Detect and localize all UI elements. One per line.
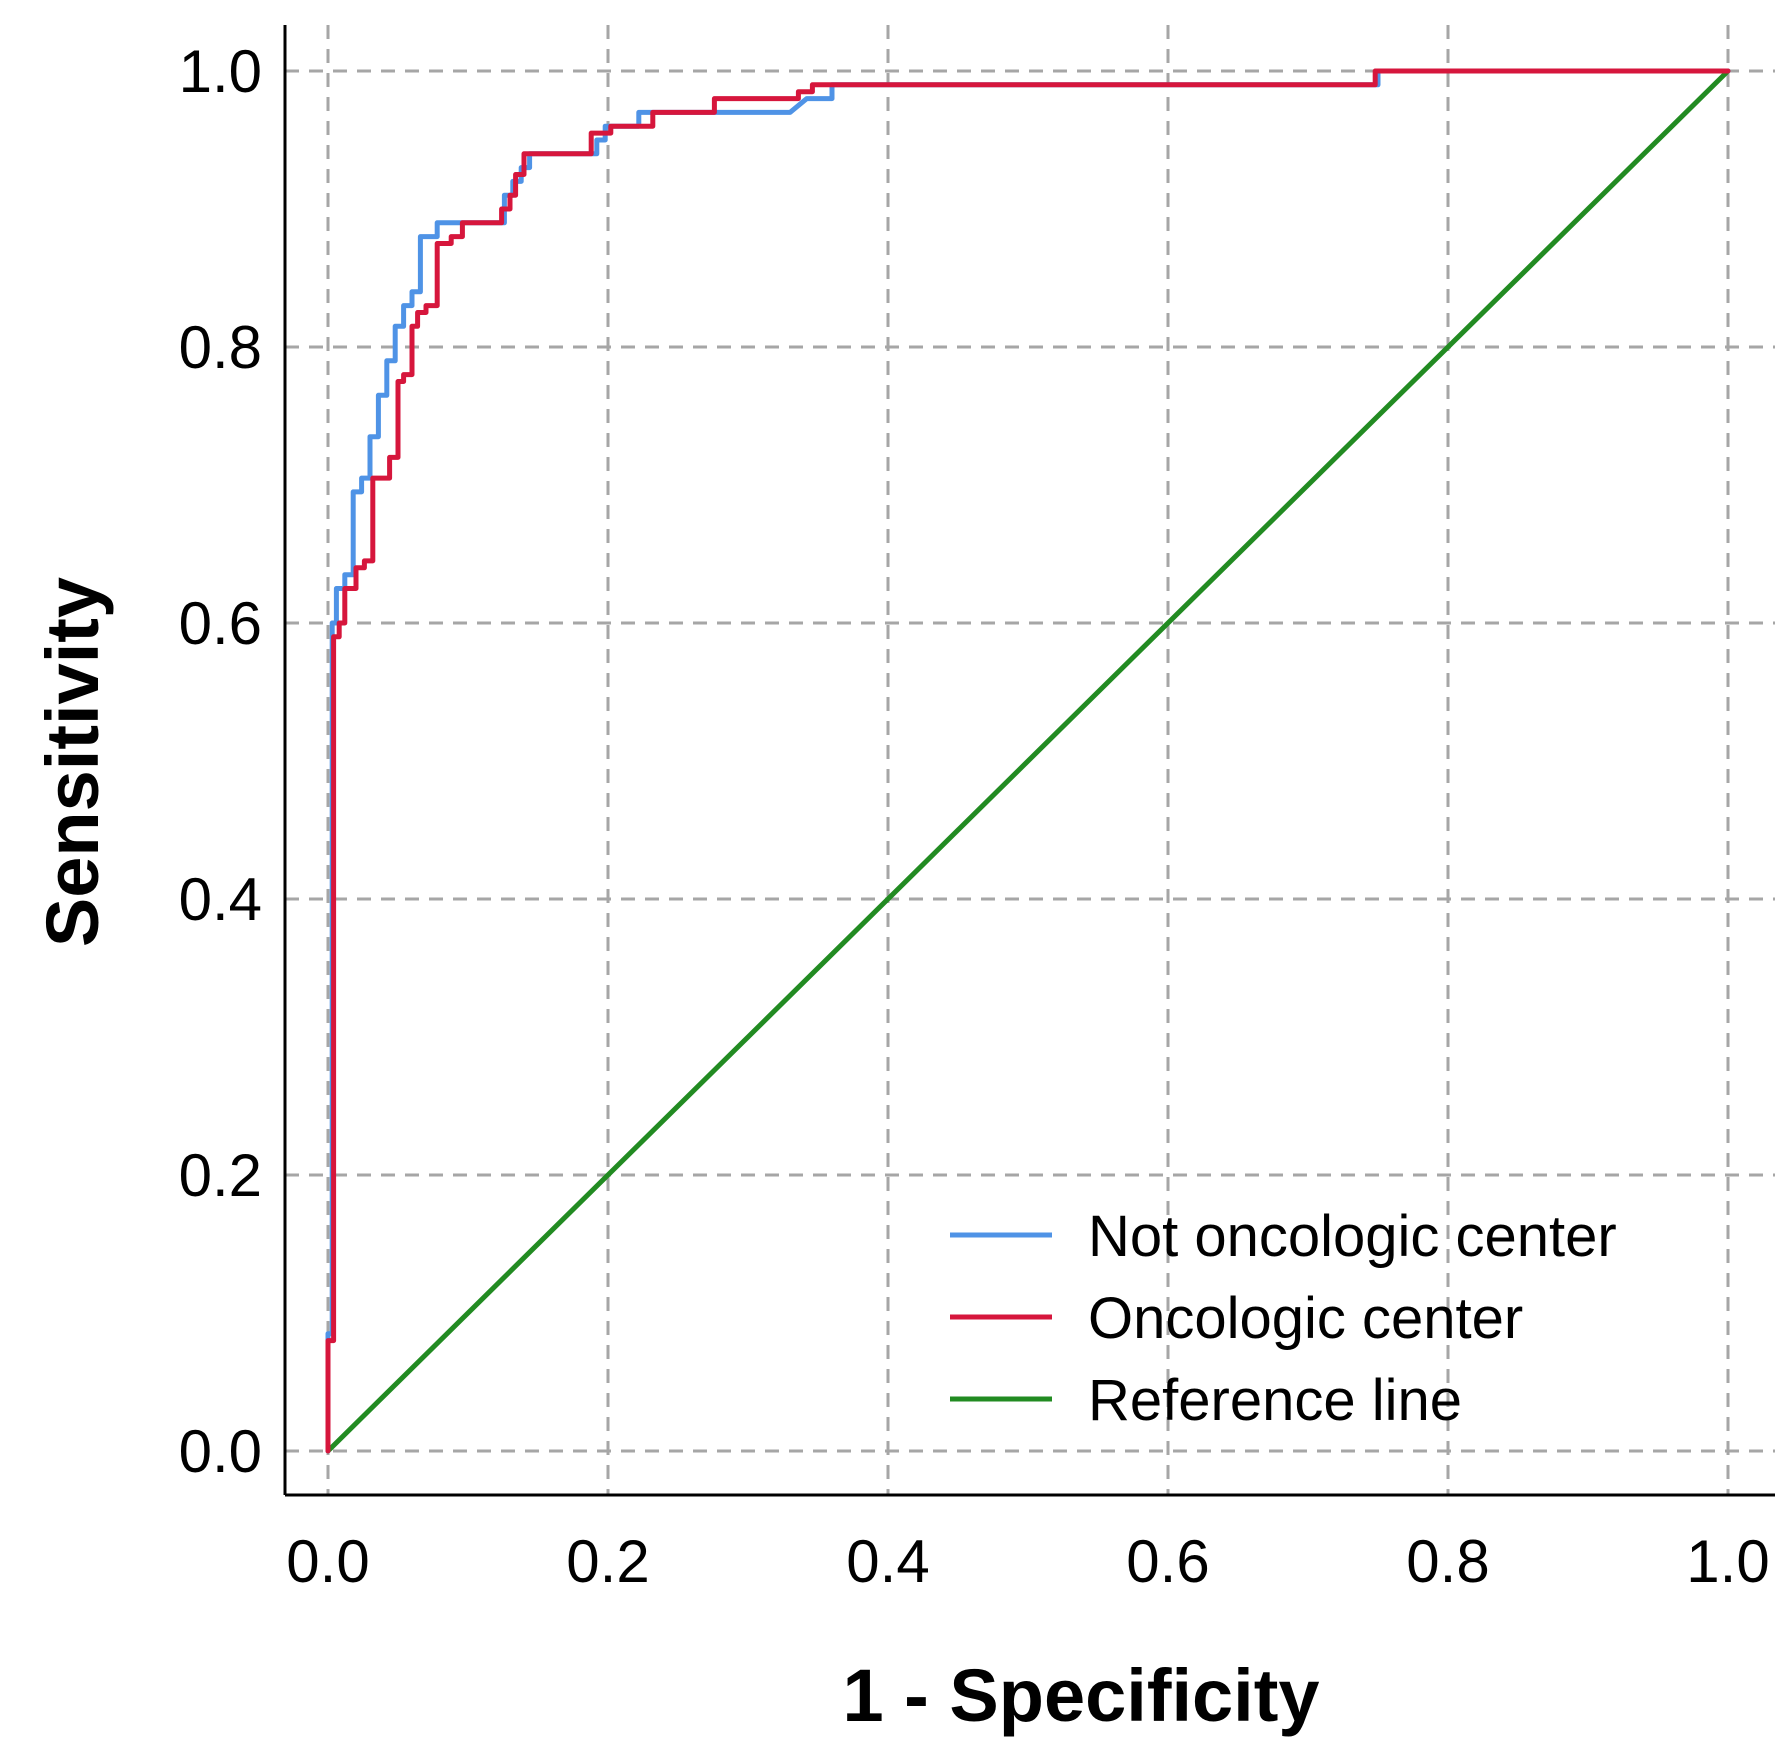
legend-label-reference: Reference line xyxy=(1088,1368,1462,1433)
series-line-not-oncologic xyxy=(325,68,1731,1454)
y-tick-label: 1.0 xyxy=(179,38,262,105)
x-tick-label: 0.2 xyxy=(566,1528,649,1595)
series-line-oncologic xyxy=(325,68,1731,1454)
axes xyxy=(283,25,1775,1497)
x-tick-label: 0.0 xyxy=(286,1528,369,1595)
x-tick-label: 0.6 xyxy=(1126,1528,1209,1595)
y-axis-title: Sensitivity xyxy=(31,577,114,947)
y-tick-label: 0.2 xyxy=(179,1142,262,1209)
y-tick-label: 0.6 xyxy=(179,590,262,657)
grid-lines xyxy=(285,25,1775,1495)
x-tick-label: 1.0 xyxy=(1686,1528,1769,1595)
legend-label-not-oncologic: Not oncologic center xyxy=(1088,1204,1617,1269)
legend-label-oncologic: Oncologic center xyxy=(1088,1286,1523,1351)
x-axis-title: 1 - Specificity xyxy=(842,1654,1319,1737)
legend: Not oncologic center Oncologic center Re… xyxy=(950,1204,1617,1433)
series-line-reference xyxy=(325,68,1731,1454)
y-tick-label: 0.4 xyxy=(179,866,262,933)
y-tick-label: 0.8 xyxy=(179,314,262,381)
series-lines xyxy=(325,68,1731,1454)
x-tick-label: 0.8 xyxy=(1406,1528,1489,1595)
y-tick-labels: 0.0 0.2 0.4 0.6 0.8 1.0 xyxy=(179,38,262,1485)
x-tick-labels: 0.0 0.2 0.4 0.6 0.8 1.0 xyxy=(286,1528,1769,1595)
y-tick-label: 0.0 xyxy=(179,1418,262,1485)
x-tick-label: 0.4 xyxy=(846,1528,929,1595)
